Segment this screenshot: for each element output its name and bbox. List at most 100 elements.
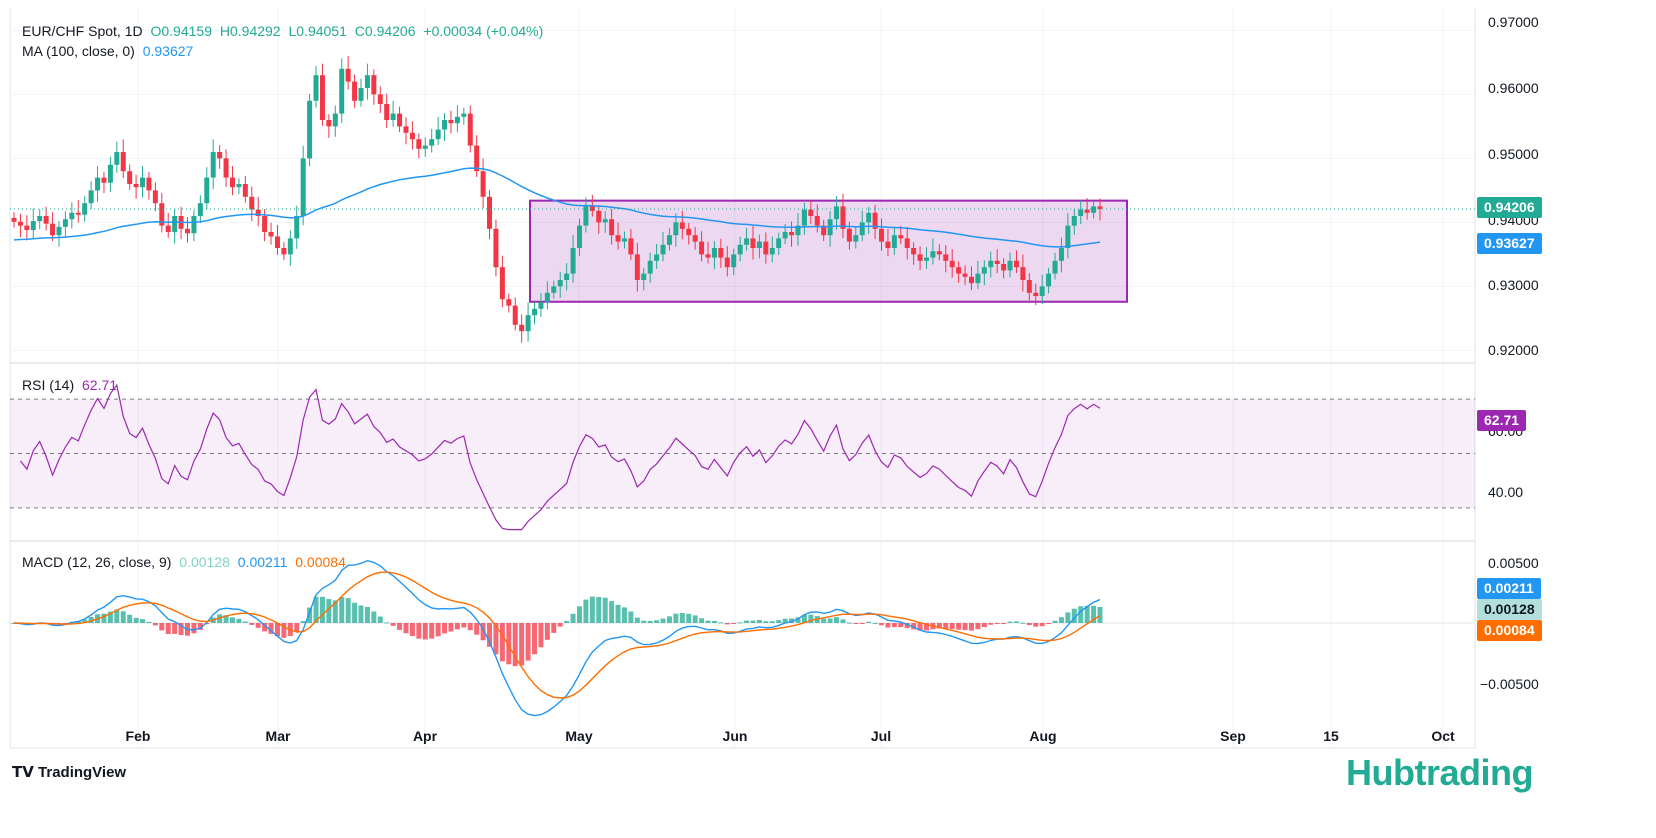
candle-body (319, 75, 325, 120)
macd-histogram-bar (711, 620, 717, 623)
macd-histogram-bar (956, 623, 962, 630)
x-axis-label: Sep (1220, 728, 1246, 744)
macd-histogram-bar (229, 617, 235, 623)
macd-histogram-bar (1065, 612, 1071, 623)
candle-body (1097, 206, 1103, 209)
macd-histogram-bar (879, 623, 885, 626)
macd-histogram-bar (371, 611, 377, 623)
macd-histogram-bar (191, 623, 197, 634)
candle-body (409, 132, 415, 140)
macd-histogram-bar (262, 623, 268, 632)
candle-body (994, 260, 1000, 264)
candle-body (544, 292, 550, 303)
macd-histogram-bar (673, 613, 679, 623)
x-axis-label: Mar (265, 728, 291, 744)
candle-body (210, 152, 216, 178)
macd-histogram-bar (949, 623, 955, 629)
close-value: C0.94206 (354, 23, 416, 39)
candle-body (750, 238, 756, 248)
candle-body (808, 209, 814, 216)
candle-body (1078, 209, 1084, 216)
candle-body (1013, 260, 1019, 268)
candle-body (152, 190, 158, 204)
candle-body (1046, 273, 1052, 287)
macd-histogram-bar (628, 611, 634, 623)
macd-histogram-bar (255, 623, 261, 628)
candle-body (429, 139, 435, 146)
candle-body (744, 238, 750, 245)
macd-histogram-bar (904, 623, 910, 629)
macd-histogram-bar (718, 622, 724, 624)
candle-body (936, 251, 942, 255)
candle-body (538, 302, 544, 309)
macd-histogram-bar (872, 622, 878, 624)
macd-histogram-bar (1052, 620, 1058, 623)
macd-axis-label: 0.00500 (1488, 555, 1539, 571)
candle-body (634, 254, 640, 280)
x-axis-label: Jun (722, 728, 748, 744)
candle-body (326, 120, 332, 127)
macd-histogram-bar (654, 620, 660, 623)
macd-histogram-bar (1039, 623, 1045, 627)
candle-body (229, 177, 235, 188)
macd-histogram-bar (313, 596, 319, 623)
candle-body (422, 145, 428, 149)
macd-histogram-bar (724, 623, 730, 625)
tradingview-logo[interactable]: 𝗧𝗩 TradingView (12, 763, 126, 781)
candle-body (666, 235, 672, 245)
candle-body (859, 222, 865, 236)
candle-body (654, 254, 660, 261)
candle-body (576, 225, 582, 248)
macd-histogram-bar (686, 613, 692, 623)
candle-body (583, 206, 589, 226)
macd-histogram-bar (570, 613, 576, 623)
candle-body (82, 203, 88, 215)
macd-histogram-bar (557, 623, 563, 627)
candle-body (699, 241, 705, 255)
macd-histogram-bar (808, 614, 814, 623)
candle-body (133, 184, 139, 188)
rsi-pane (10, 383, 1475, 531)
price-tag: 0.94206 (1477, 197, 1542, 218)
high-value: H0.94292 (219, 23, 281, 39)
macd-pane (10, 559, 1475, 717)
macd-histogram-bar (1020, 622, 1026, 624)
candle-body (782, 232, 788, 239)
candle-body (1091, 206, 1097, 213)
macd-histogram-bar (1097, 606, 1103, 623)
candle-body (390, 113, 396, 120)
macd-histogram-bar (1071, 608, 1077, 623)
macd-histogram-bar (615, 604, 621, 623)
macd-histogram-bar (82, 619, 88, 623)
candle-body (1084, 209, 1090, 213)
macd-histogram-bar (377, 616, 383, 623)
candle-body (364, 75, 370, 88)
macd-histogram-bar (300, 621, 306, 623)
macd-histogram-bar (172, 623, 178, 634)
macd-histogram-bar (159, 623, 165, 631)
candle-body (589, 206, 595, 211)
macd-histogram-bar (274, 623, 280, 637)
macd-histogram-bar (1026, 623, 1032, 626)
candle-body (962, 273, 968, 277)
macd-histogram-bar (596, 596, 602, 623)
macd-histogram-bar (1084, 605, 1090, 623)
candle-body (397, 113, 403, 127)
macd-histogram-bar (1046, 623, 1052, 624)
macd-histogram-bar (281, 623, 287, 638)
macd-histogram-bar (107, 611, 113, 623)
macd-histogram-bar (968, 623, 974, 631)
candle-body (647, 260, 653, 274)
candle-body (1026, 280, 1032, 293)
candle-body (930, 251, 936, 258)
macd-histogram-bar (474, 623, 480, 635)
candle-body (1033, 292, 1039, 296)
macd-histogram-bar (821, 618, 827, 623)
candle-body (705, 254, 711, 258)
candle-body (756, 241, 762, 248)
candle-body (596, 210, 602, 223)
candle-body (602, 219, 608, 223)
candle-body (384, 104, 390, 120)
macd-histogram-bar (666, 616, 672, 623)
